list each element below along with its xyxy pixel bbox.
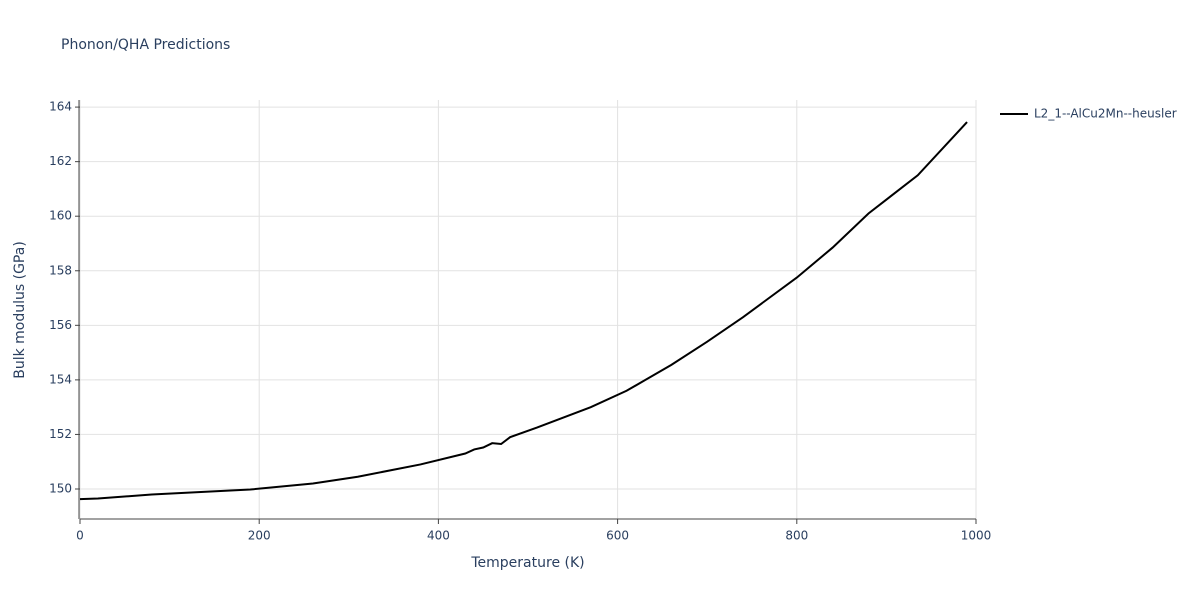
x-tick-label: 1000 (961, 529, 992, 543)
chart-title: Phonon/QHA Predictions (61, 37, 230, 53)
legend-label: L2_1--AlCu2Mn--heusler (1034, 107, 1177, 121)
y-axis-label: Bulk modulus (GPa) (12, 241, 28, 379)
x-tick-label: 600 (606, 529, 629, 543)
x-tick-label: 0 (76, 529, 84, 543)
x-tick-label: 800 (785, 529, 808, 543)
y-tick-label: 152 (49, 427, 72, 441)
y-tick-label: 156 (49, 318, 72, 332)
x-tick-label: 400 (427, 529, 450, 543)
y-tick-label: 150 (49, 481, 72, 495)
y-tick-label: 164 (49, 100, 72, 114)
y-tick-label: 154 (49, 372, 72, 386)
x-tick-label: 200 (248, 529, 271, 543)
x-axis-label: Temperature (K) (470, 555, 584, 571)
y-tick-label: 162 (49, 154, 72, 168)
data-line (79, 121, 968, 501)
y-tick-label: 160 (49, 209, 72, 223)
y-tick-label: 158 (49, 263, 72, 277)
